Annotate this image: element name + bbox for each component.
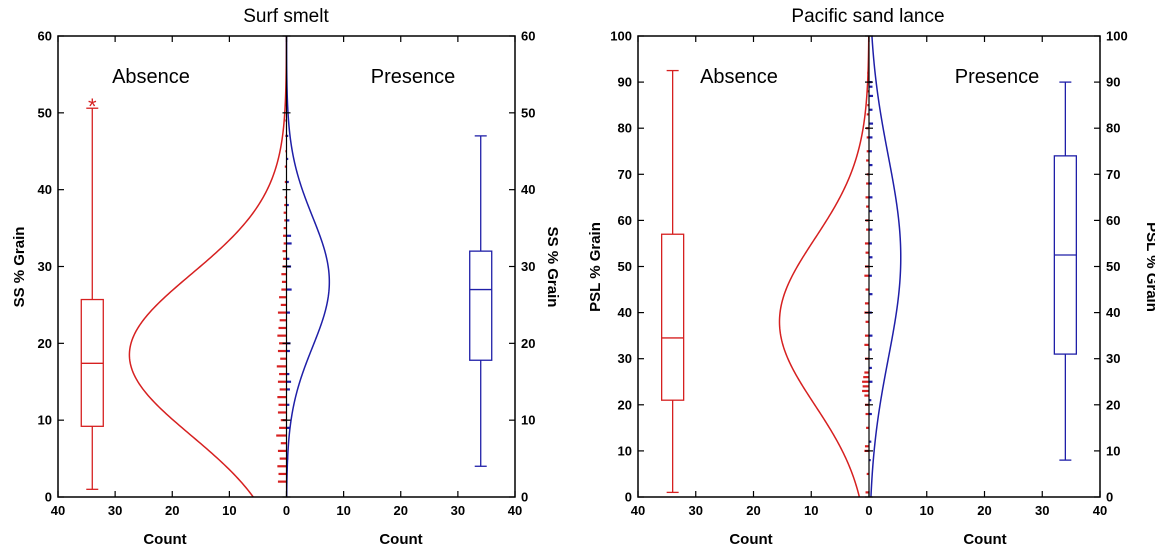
presence-normal-fit-curve	[870, 36, 902, 497]
left-y-axis-label: PSL % Grain	[587, 222, 604, 312]
left-y-tick-label: 20	[618, 397, 632, 412]
left-x-tick-label: 10	[222, 503, 236, 518]
left-y-tick-label: 50	[38, 105, 52, 120]
right-y-tick-label: 30	[521, 259, 535, 274]
left-y-tick-label: 50	[618, 259, 632, 274]
right-y-axis-label: PSL % Grain	[1143, 222, 1155, 312]
absence-annotation: Absence	[112, 66, 190, 88]
right-y-tick-label: 20	[521, 336, 535, 351]
chart-title: Surf smelt	[243, 6, 329, 27]
left-y-tick-label: 100	[610, 29, 632, 44]
left-y-tick-label: 30	[618, 351, 632, 366]
presence-annotation: Presence	[371, 66, 456, 88]
left-y-tick-label: 10	[38, 413, 52, 428]
left-y-axis-label: SS % Grain	[11, 227, 28, 308]
left-x-tick-label: 20	[746, 503, 760, 518]
right-y-tick-label: 60	[521, 29, 535, 44]
right-y-tick-label: 10	[1106, 443, 1120, 458]
right-y-tick-label: 70	[1106, 167, 1120, 182]
left-y-tick-label: 60	[38, 29, 52, 44]
left-x-axis-label: Count	[143, 531, 186, 548]
left-y-tick-label: 80	[618, 121, 632, 136]
right-y-tick-label: 40	[1106, 305, 1120, 320]
right-y-axis-label: SS % Grain	[544, 227, 561, 308]
right-y-tick-label: 0	[1106, 490, 1113, 505]
left-y-tick-label: 60	[618, 213, 632, 228]
presence-box	[469, 250, 493, 361]
left-y-tick-label: 40	[38, 182, 52, 197]
left-x-tick-label: 30	[108, 503, 122, 518]
right-x-axis-label: Count	[963, 531, 1006, 548]
right-x-tick-label: 10	[920, 503, 934, 518]
right-y-tick-label: 50	[1106, 259, 1120, 274]
panel-surf-smelt: Surf smelt Absence Presence Count Count …	[11, 6, 561, 548]
right-x-tick-label: 20	[977, 503, 991, 518]
left-x-tick-label: 40	[631, 503, 645, 518]
left-x-tick-label: 30	[689, 503, 703, 518]
right-y-tick-label: 100	[1106, 29, 1128, 44]
left-y-tick-label: 10	[618, 443, 632, 458]
panel-pacific-sand-lance: Pacific sand lance Absence Presence Coun…	[587, 6, 1155, 548]
absence-normal-fit-curve	[778, 36, 870, 497]
left-x-axis-label: Count	[729, 531, 772, 548]
right-x-tick-label: 40	[508, 503, 522, 518]
absence-box	[661, 233, 685, 401]
chart-title: Pacific sand lance	[791, 6, 944, 27]
right-x-axis-label: Count	[379, 531, 422, 548]
presence-normal-fit-curve	[285, 36, 331, 497]
right-y-tick-label: 80	[1106, 121, 1120, 136]
left-y-tick-label: 20	[38, 336, 52, 351]
absence-outlier-marker: *	[88, 94, 97, 119]
right-y-tick-label: 50	[521, 105, 535, 120]
right-x-tick-label: 30	[451, 503, 465, 518]
right-y-tick-label: 30	[1106, 351, 1120, 366]
left-x-tick-label: 40	[51, 503, 65, 518]
right-y-tick-label: 90	[1106, 75, 1120, 90]
left-x-tick-label: 10	[804, 503, 818, 518]
left-y-tick-label: 30	[38, 259, 52, 274]
left-y-tick-label: 70	[618, 167, 632, 182]
left-y-tick-label: 0	[45, 490, 52, 505]
right-x-tick-label: 40	[1093, 503, 1107, 518]
right-y-tick-label: 0	[521, 490, 528, 505]
right-x-tick-label: 20	[394, 503, 408, 518]
right-x-tick-label: 30	[1035, 503, 1049, 518]
right-x-tick-label: 10	[336, 503, 350, 518]
right-y-tick-label: 10	[521, 413, 535, 428]
right-y-tick-label: 40	[521, 182, 535, 197]
left-y-tick-label: 0	[625, 490, 632, 505]
left-x-tick-label: 0	[283, 503, 290, 518]
left-x-tick-label: 0	[865, 503, 872, 518]
left-y-tick-label: 90	[618, 75, 632, 90]
presence-annotation: Presence	[955, 66, 1040, 88]
absence-normal-fit-curve	[128, 36, 288, 497]
absence-annotation: Absence	[700, 66, 778, 88]
left-y-tick-label: 40	[618, 305, 632, 320]
right-y-tick-label: 20	[1106, 397, 1120, 412]
right-y-tick-label: 60	[1106, 213, 1120, 228]
left-x-tick-label: 20	[165, 503, 179, 518]
